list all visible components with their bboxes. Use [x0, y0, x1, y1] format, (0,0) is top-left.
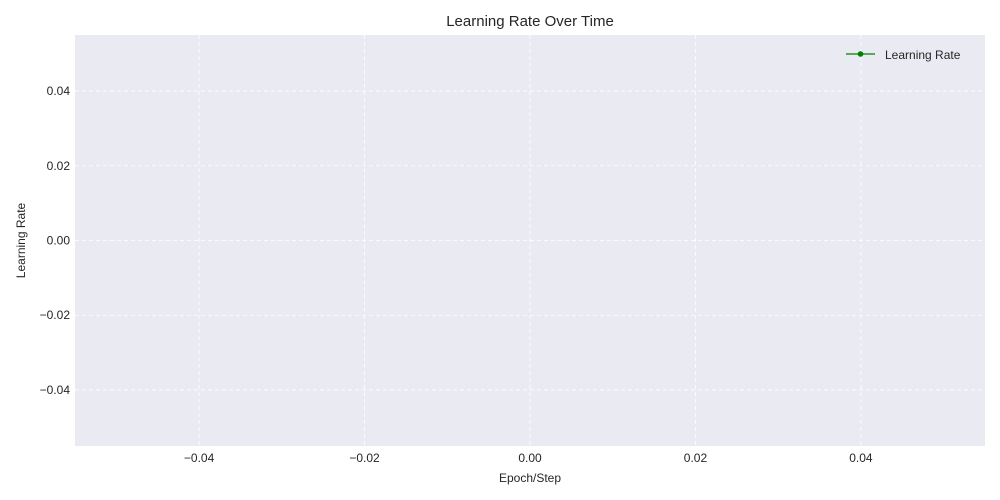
y-tick-label: 0.02 [47, 159, 71, 173]
legend-marker [857, 51, 864, 57]
grid [75, 35, 985, 446]
x-tick-label: −0.02 [349, 451, 380, 465]
y-axis-ticks: −0.04 −0.02 0.00 0.02 0.04 [40, 84, 71, 397]
x-tick-label: −0.04 [184, 451, 215, 465]
y-tick-label: −0.02 [40, 308, 71, 322]
x-tick-label: 0.04 [849, 451, 873, 465]
y-tick-label: 0.00 [47, 234, 71, 248]
legend-label: Learning Rate [885, 48, 961, 62]
chart-title: Learning Rate Over Time [446, 13, 614, 30]
x-tick-label: 0.02 [684, 451, 708, 465]
x-axis-label: Epoch/Step [499, 471, 561, 485]
legend: Learning Rate [846, 48, 961, 62]
x-tick-label: 0.00 [518, 451, 542, 465]
y-tick-label: 0.04 [47, 84, 71, 98]
y-tick-label: −0.04 [40, 383, 71, 397]
x-axis-ticks: −0.04 −0.02 0.00 0.02 0.04 [184, 451, 873, 465]
y-axis-label: Learning Rate [14, 202, 28, 278]
